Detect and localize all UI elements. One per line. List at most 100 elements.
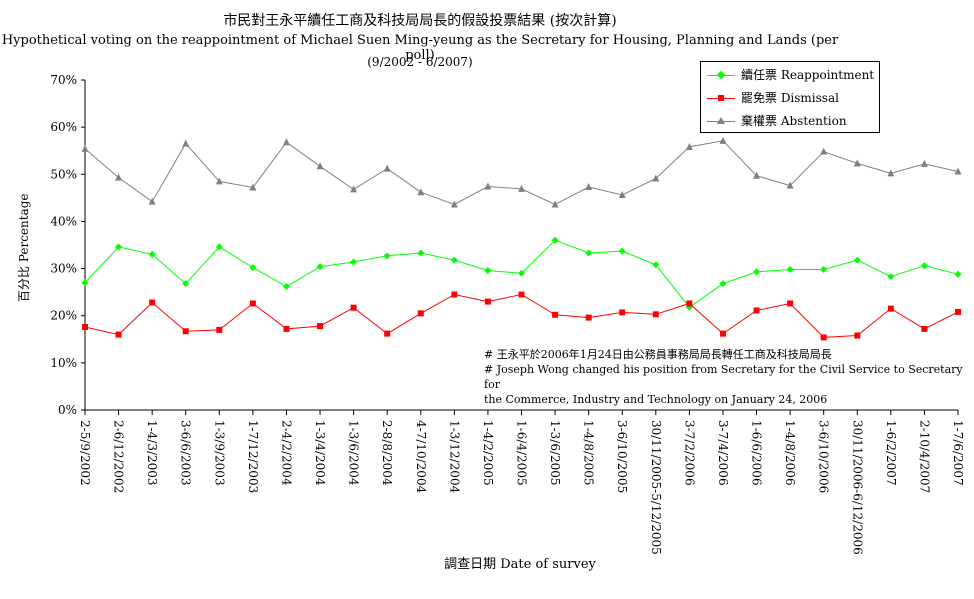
data-point-dismissal bbox=[552, 311, 559, 318]
data-point-dismissal bbox=[518, 291, 525, 298]
x-tick-label: 2-10/4/2007 bbox=[917, 420, 931, 493]
data-point-reappointment bbox=[753, 268, 761, 276]
data-point-abstention bbox=[551, 200, 559, 208]
data-point-abstention bbox=[450, 200, 458, 208]
data-point-abstention bbox=[853, 159, 861, 167]
data-point-abstention bbox=[585, 183, 593, 191]
data-point-reappointment bbox=[719, 280, 727, 288]
x-tick-label: 3-6/10/2006 bbox=[817, 420, 831, 493]
data-point-abstention bbox=[316, 162, 324, 170]
x-tick-label: 1-7/12/2003 bbox=[246, 420, 260, 493]
annotation-note: # 王永平於2006年1月24日由公務員事務局局長轉任工商及科技局局長 # Jo… bbox=[484, 347, 974, 407]
data-point-dismissal bbox=[719, 330, 726, 337]
x-tick-label: 1-4/3/2003 bbox=[145, 420, 159, 486]
x-tick-label: 1-4/2/2005 bbox=[481, 420, 495, 486]
data-point-dismissal bbox=[686, 300, 693, 307]
y-tick-label: 20% bbox=[50, 309, 77, 323]
note-line-1: # 王永平於2006年1月24日由公務員事務局局長轉任工商及科技局局長 bbox=[484, 348, 832, 361]
series-line-2 bbox=[84, 140, 959, 206]
data-point-reappointment bbox=[618, 247, 626, 255]
data-point-dismissal bbox=[249, 300, 256, 307]
data-point-dismissal bbox=[317, 323, 324, 330]
y-axis-title: 百分比 Percentage bbox=[17, 193, 31, 303]
data-point-dismissal bbox=[585, 314, 592, 321]
legend-swatch-dismissal bbox=[707, 89, 735, 107]
data-point-abstention bbox=[417, 188, 425, 196]
data-point-reappointment bbox=[450, 256, 458, 264]
data-point-abstention bbox=[350, 185, 358, 193]
data-point-dismissal bbox=[115, 331, 122, 338]
data-point-dismissal bbox=[921, 325, 928, 332]
data-point-abstention bbox=[282, 138, 290, 146]
data-point-reappointment bbox=[484, 266, 492, 274]
data-point-dismissal bbox=[82, 324, 88, 331]
data-point-abstention bbox=[719, 136, 727, 144]
data-point-reappointment bbox=[249, 264, 257, 272]
data-point-abstention bbox=[920, 159, 928, 167]
x-tick-label: 30/11/2006-6/12/2006 bbox=[850, 420, 864, 555]
data-point-dismissal bbox=[484, 298, 491, 305]
data-point-dismissal bbox=[652, 311, 659, 318]
data-point-reappointment bbox=[887, 273, 895, 281]
data-point-reappointment bbox=[350, 258, 358, 266]
x-tick-label: 1-6/2/2007 bbox=[884, 420, 898, 486]
x-tick-label: 2-6/12/2002 bbox=[112, 420, 126, 493]
legend-label-dismissal: 罷免票 Dismissal bbox=[741, 91, 839, 105]
data-point-abstention bbox=[820, 147, 828, 155]
data-point-abstention bbox=[786, 181, 794, 189]
data-point-reappointment bbox=[182, 280, 190, 288]
data-point-abstention bbox=[249, 183, 257, 191]
x-tick-label: 2-4/2/2004 bbox=[279, 420, 293, 486]
data-point-dismissal bbox=[350, 304, 357, 311]
x-tick-label: 2-5/9/2002 bbox=[78, 420, 92, 486]
data-point-reappointment bbox=[383, 252, 391, 260]
legend-label-abstention: 棄權票 Abstention bbox=[741, 114, 847, 128]
x-tick-label: 1-7/6/2007 bbox=[951, 420, 965, 486]
x-tick-label: 1-4/8/2005 bbox=[582, 420, 596, 486]
data-point-dismissal bbox=[820, 334, 827, 341]
series-line-1 bbox=[84, 293, 959, 338]
x-tick-label: 1-3/6/2004 bbox=[347, 420, 361, 486]
data-point-abstention bbox=[81, 144, 89, 152]
data-point-dismissal bbox=[887, 305, 894, 312]
note-line-2: # Joseph Wong changed his position from … bbox=[484, 363, 963, 391]
legend: 續任票 Reappointment 罷免票 Dismissal 棄權票 Abst… bbox=[700, 61, 880, 133]
data-point-reappointment bbox=[81, 279, 89, 287]
data-point-dismissal bbox=[619, 309, 626, 316]
legend-label-reappointment: 續任票 Reappointment bbox=[741, 68, 875, 82]
y-tick-label: 50% bbox=[50, 167, 77, 181]
legend-swatch-abstention bbox=[707, 112, 735, 130]
x-tick-label: 1-3/12/2004 bbox=[447, 420, 461, 494]
data-point-abstention bbox=[652, 174, 660, 182]
x-tick-label: 1-6/6/2006 bbox=[750, 420, 764, 486]
note-line-3: the Commerce, Industry and Technology on… bbox=[484, 393, 828, 406]
data-point-dismissal bbox=[417, 310, 424, 317]
y-tick-label: 0% bbox=[58, 403, 77, 417]
data-point-reappointment bbox=[215, 243, 223, 251]
data-point-reappointment bbox=[920, 262, 928, 270]
x-tick-label: 1-4/8/2006 bbox=[783, 420, 797, 486]
y-tick-label: 60% bbox=[50, 120, 77, 134]
data-point-dismissal bbox=[216, 326, 223, 333]
chart-period: (9/2002 - 6/2007) bbox=[367, 55, 473, 69]
data-point-abstention bbox=[887, 169, 895, 177]
data-point-abstention bbox=[484, 182, 492, 190]
chart-title: 市民對王永平續任工商及科技局局長的假設投票結果 (按次計算) bbox=[223, 13, 617, 29]
data-point-reappointment bbox=[115, 243, 123, 251]
data-point-dismissal bbox=[451, 291, 458, 298]
data-point-reappointment bbox=[551, 236, 559, 244]
data-point-dismissal bbox=[149, 299, 156, 306]
legend-item-abstention: 棄權票 Abstention bbox=[707, 112, 847, 130]
data-point-abstention bbox=[753, 171, 761, 179]
data-point-dismissal bbox=[787, 300, 794, 307]
y-tick-label: 40% bbox=[50, 214, 77, 228]
data-point-reappointment bbox=[786, 266, 794, 274]
data-point-abstention bbox=[685, 142, 693, 150]
data-point-abstention bbox=[115, 173, 123, 181]
data-point-abstention bbox=[618, 191, 626, 199]
x-tick-label: 3-7/4/2006 bbox=[716, 420, 730, 486]
legend-item-reappointment: 續任票 Reappointment bbox=[707, 66, 874, 84]
data-point-reappointment bbox=[148, 250, 156, 258]
chart-subtitle: Hypothetical voting on the reappointment… bbox=[1, 33, 839, 63]
data-point-reappointment bbox=[417, 249, 425, 257]
